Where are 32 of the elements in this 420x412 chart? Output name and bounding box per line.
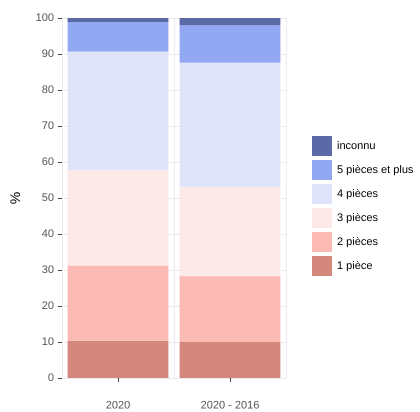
bar [68,170,168,266]
y-tick-label: 70 [42,120,54,132]
y-tick-label: 90 [42,48,54,60]
legend-label: 5 pièces et plus [337,164,414,176]
legend-label: 3 pièces [337,212,378,224]
y-tick-label: 30 [42,264,54,276]
x-tick-label: 2020 - 2016 [200,400,260,412]
legend-label: 2 pièces [337,236,378,248]
legend-label: 4 pièces [337,188,378,200]
bar [68,18,168,22]
y-axis-title: % [7,192,23,204]
y-tick-label: 40 [42,228,54,240]
y-tick-label: 10 [42,336,54,348]
y-tick-label: 60 [42,156,54,168]
legend-label: 1 pièce [337,260,372,272]
bar [68,51,168,170]
y-tick-label: 0 [48,372,54,384]
bar [180,25,280,63]
legend-label: inconnu [337,140,376,152]
bar [180,62,280,187]
y-tick-label: 100 [36,12,54,24]
bar [68,266,168,341]
y-tick-label: 20 [42,300,54,312]
bar [68,22,168,52]
y-tick-label: 80 [42,84,54,96]
bar [68,340,168,378]
bar [180,186,280,276]
bar [180,276,280,342]
x-tick-label: 2020 [106,400,130,412]
bar [180,342,280,378]
bar [180,18,280,26]
y-tick-label: 50 [42,192,54,204]
